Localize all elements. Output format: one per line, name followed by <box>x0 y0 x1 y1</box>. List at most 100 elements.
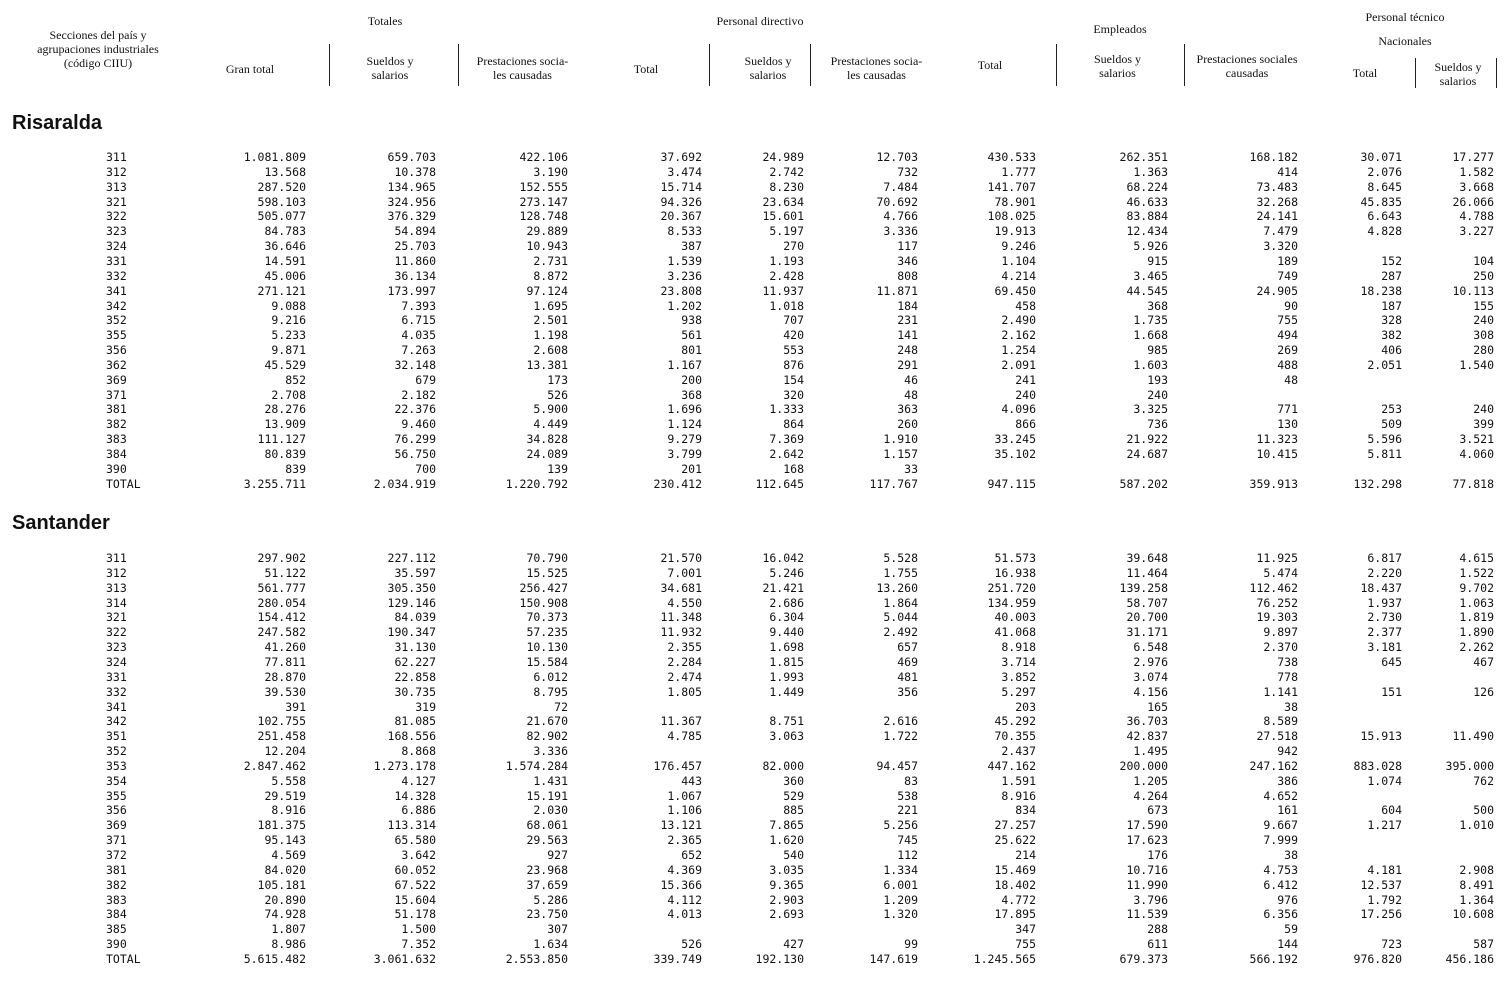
value-cell: 154 <box>783 372 804 387</box>
value-cell: 19.913 <box>994 224 1036 239</box>
value-cell: 5.044 <box>883 610 918 625</box>
value-cell: 2.034.919 <box>373 476 436 491</box>
value-cell: 414 <box>1277 164 1298 179</box>
value-cell: 864 <box>783 417 804 432</box>
value-cell: 262.351 <box>1119 150 1168 164</box>
table-row: 312 51.122 35.597 15.525 7.001 5.246 1.755 16.9… <box>0 566 1510 581</box>
group-header-totales: Totales <box>367 14 403 28</box>
value-cell: 387 <box>681 239 702 254</box>
value-cell: 1.104 <box>1001 253 1036 268</box>
value-cell: 11.932 <box>660 625 702 640</box>
value-cell: 35.597 <box>394 565 436 580</box>
value-cell: 587.202 <box>1119 476 1168 491</box>
value-cell: 45.006 <box>264 268 306 283</box>
table-row: 384 74.928 51.178 23.750 4.013 2.693 1.320 17.8… <box>0 907 1510 922</box>
value-cell: 749 <box>1277 268 1298 283</box>
ciiu-code-cell: 323 <box>106 640 127 655</box>
value-cell: 2.474 <box>667 669 702 684</box>
value-cell: 13.568 <box>264 164 306 179</box>
value-cell: 2.553.850 <box>505 951 568 966</box>
value-cell: 25.703 <box>394 239 436 254</box>
value-cell: 732 <box>897 164 918 179</box>
value-cell: 657 <box>897 640 918 655</box>
table-row: 362 45.529 32.148 13.381 1.167 876 291 2.091 1.6… <box>0 358 1510 373</box>
value-cell: 59 <box>1284 922 1298 937</box>
value-cell: 1.273.178 <box>373 758 436 773</box>
value-cell: 356 <box>897 684 918 699</box>
value-cell: 360 <box>783 773 804 788</box>
value-cell: 1.522 <box>1459 565 1494 580</box>
value-cell: 755 <box>1277 313 1298 328</box>
value-cell: 2.428 <box>769 268 804 283</box>
value-cell: 81.085 <box>394 714 436 729</box>
value-cell: 203 <box>1015 699 1036 714</box>
value-cell: 280.054 <box>257 595 306 610</box>
value-cell: 126 <box>1473 684 1494 699</box>
value-cell: 7.352 <box>401 937 436 952</box>
value-cell: 20.367 <box>660 209 702 224</box>
value-cell: 1.539 <box>667 253 702 268</box>
value-cell: 62.227 <box>394 654 436 669</box>
value-cell: 8.795 <box>533 684 568 699</box>
value-cell: 84.039 <box>394 610 436 625</box>
value-cell: 16.042 <box>762 551 804 565</box>
value-cell: 83.884 <box>1126 209 1168 224</box>
value-cell: 346 <box>897 253 918 268</box>
value-cell: 33.245 <box>994 432 1036 447</box>
table-row: 383 20.890 15.604 5.286 4.112 2.903 1.209 4.772… <box>0 893 1510 908</box>
value-cell: 187 <box>1381 298 1402 313</box>
value-cell: 117.767 <box>869 476 918 491</box>
value-cell: 645 <box>1381 654 1402 669</box>
value-cell: 5.558 <box>271 773 306 788</box>
ciiu-code-cell: 356 <box>106 803 127 818</box>
value-cell: 738 <box>1277 654 1298 669</box>
value-cell: 84.020 <box>264 862 306 877</box>
value-cell: 679 <box>415 372 436 387</box>
value-cell: 3.255.711 <box>243 476 306 491</box>
value-cell: 65.580 <box>394 833 436 848</box>
value-cell: 152 <box>1381 253 1402 268</box>
value-cell: 745 <box>897 833 918 848</box>
table-row: 356 9.871 7.263 2.608 801 553 248 1.254 985 269 40… <box>0 343 1510 358</box>
value-cell: 1.254 <box>1001 343 1036 358</box>
value-cell: 297.902 <box>257 551 306 565</box>
value-cell: 130 <box>1277 417 1298 432</box>
value-cell: 155 <box>1473 298 1494 313</box>
value-cell: 976.820 <box>1353 951 1402 966</box>
value-cell: 10.716 <box>1126 862 1168 877</box>
value-cell: 230.412 <box>653 476 702 491</box>
value-cell: 4.181 <box>1367 862 1402 877</box>
value-cell: 84.783 <box>264 224 306 239</box>
value-cell: 1.620 <box>769 833 804 848</box>
value-cell: 4.369 <box>667 862 702 877</box>
value-cell: 5.246 <box>769 565 804 580</box>
value-cell: 4.828 <box>1367 224 1402 239</box>
value-cell: 280 <box>1473 343 1494 358</box>
value-cell: 102.755 <box>257 714 306 729</box>
value-cell: 3.063 <box>769 729 804 744</box>
value-cell: 1.333 <box>769 402 804 417</box>
value-cell: 139 <box>547 461 568 476</box>
ciiu-code-cell: 381 <box>106 862 127 877</box>
value-cell: 700 <box>415 461 436 476</box>
value-cell: 139.258 <box>1119 580 1168 595</box>
value-cell: 736 <box>1147 417 1168 432</box>
ciiu-code-cell: 341 <box>106 283 127 298</box>
value-cell: 200 <box>681 372 702 387</box>
value-cell: 31.130 <box>394 640 436 655</box>
value-cell: 3.074 <box>1133 669 1168 684</box>
value-cell: 561 <box>681 328 702 343</box>
value-cell: 273.147 <box>519 194 568 209</box>
value-cell: 1.937 <box>1367 595 1402 610</box>
value-cell: 876 <box>783 357 804 372</box>
value-cell: 184 <box>897 298 918 313</box>
value-cell: 128.748 <box>519 209 568 224</box>
value-cell: 36.134 <box>394 268 436 283</box>
value-cell: 17.277 <box>1452 150 1494 164</box>
header-rule <box>1184 44 1185 86</box>
value-cell: 15.191 <box>526 788 568 803</box>
value-cell: 18.402 <box>994 877 1036 892</box>
col-header-gran-total: Gran total <box>225 62 275 76</box>
value-cell: 985 <box>1147 343 1168 358</box>
value-cell: 469 <box>897 654 918 669</box>
